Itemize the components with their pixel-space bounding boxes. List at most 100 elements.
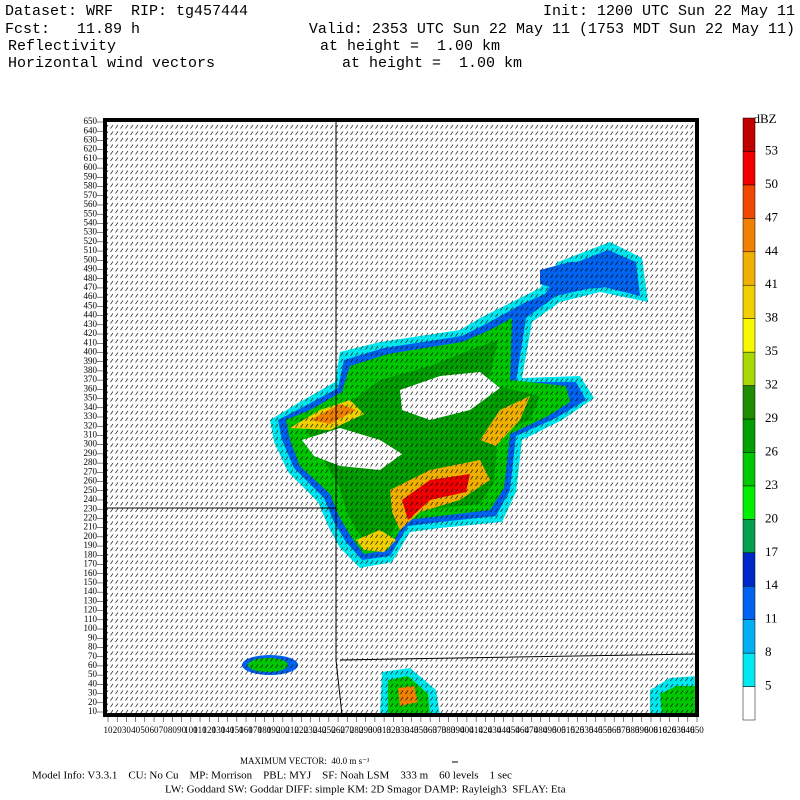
y-tick-label: 460 [84,291,98,301]
field-height: at height = 1.00 km [320,38,500,55]
x-tick-label: 90 [177,725,187,735]
y-tick-label: 160 [84,568,98,578]
colorbar-swatch [742,686,756,721]
y-tick-label: 250 [84,485,98,495]
y-tick-label: 390 [84,356,98,366]
y-tick-label: 300 [84,439,98,449]
x-tick-label: 330 [396,725,410,735]
x-tick-label: 60 [150,725,160,735]
y-tick-label: 190 [84,540,98,550]
colorbar-swatch [742,284,756,319]
y-tick-label: 330 [84,411,98,421]
x-tick-label: 160 [239,725,253,735]
y-tick-label: 620 [84,144,98,154]
colorbar-swatch [742,117,756,152]
x-tick-label: 540 [589,725,603,735]
y-tick-label: 550 [84,208,98,218]
y-tick-label: 470 [84,282,98,292]
colorbar-label: 50 [765,176,778,191]
colorbar-label: 38 [765,310,778,325]
x-tick-label: 10 [104,725,114,735]
y-tick-label: 80 [88,642,98,652]
plot-frame [103,118,699,717]
y-tick-label: 200 [84,531,98,541]
x-tick-label: 610 [653,725,667,735]
x-tick-label: 310 [377,725,391,735]
x-tick-label: 40 [131,725,141,735]
x-tick-label: 320 [387,725,401,735]
y-tick-label: 430 [84,319,98,329]
y-tick-label: 640 [84,125,98,135]
x-tick-label: 340 [405,725,419,735]
colorbar-label: 29 [765,410,778,425]
x-tick-label: 580 [626,725,640,735]
y-tick-label: 260 [84,476,98,486]
colorbar-label: 14 [765,577,779,592]
x-tick-label: 440 [497,725,511,735]
y-tick-label: 180 [84,549,98,559]
colorbar-swatch [742,318,756,353]
colorbar-swatch [742,619,756,654]
colorbar-label: 23 [765,477,778,492]
field-name: Reflectivity [8,38,116,55]
colorbar-swatch [742,585,756,620]
x-tick-label: 50 [140,725,150,735]
y-tick-label: 490 [84,264,98,274]
x-tick-label: 380 [442,725,456,735]
x-tick-label: 20 [113,725,123,735]
x-tick-label: 260 [331,725,345,735]
y-tick-label: 420 [84,328,98,338]
valid-time: Valid: 2353 UTC Sun 22 May 11 (1753 MDT … [309,21,795,38]
y-tick-label: 90 [88,632,98,642]
x-tick-label: 400 [460,725,474,735]
y-tick-label: 230 [84,503,98,513]
x-tick-label: 630 [672,725,686,735]
x-tick-label: 70 [159,725,169,735]
colorbar-label: 11 [765,611,778,626]
x-tick-label: 120 [202,725,216,735]
colorbar-swatch [742,385,756,420]
x-tick-label: 220 [295,725,309,735]
y-tick-label: 50 [88,669,98,679]
y-tick-label: 590 [84,171,98,181]
colorbar-swatch [742,552,756,587]
x-tick-label: 530 [580,725,594,735]
y-tick-label: 140 [84,586,98,596]
colorbar-label: 8 [765,644,772,659]
y-tick-label: 540 [84,217,98,227]
y-tick-label: 510 [84,245,98,255]
y-tick-label: 560 [84,199,98,209]
y-tick-label: 40 [88,678,98,688]
colorbar-swatch [742,218,756,253]
x-tick-label: 300 [368,725,382,735]
y-tick-label: 240 [84,494,98,504]
x-tick-label: 600 [644,725,658,735]
x-tick-label: 280 [350,725,364,735]
y-tick-label: 350 [84,393,98,403]
colorbar-label: 20 [765,510,778,525]
colorbar-swatch [742,452,756,487]
colorbar-label: 44 [765,243,779,258]
y-tick-label: 360 [84,383,98,393]
colorbar-label: 32 [765,377,778,392]
x-tick-label: 500 [552,725,566,735]
x-tick-label: 250 [322,725,336,735]
y-tick-label: 610 [84,153,98,163]
x-tick-label: 360 [423,725,437,735]
y-tick-label: 170 [84,559,98,569]
y-tick-label: 280 [84,457,98,467]
physics-info: LW: Goddard SW: Goddar DIFF: simple KM: … [165,784,566,796]
x-tick-label: 80 [168,725,178,735]
x-tick-label: 230 [304,725,318,735]
x-tick-label: 640 [681,725,695,735]
x-tick-label: 190 [267,725,281,735]
x-tick-label: 180 [258,725,272,735]
colorbar-swatch [742,251,756,286]
y-tick-label: 380 [84,365,98,375]
y-tick-label: 570 [84,190,98,200]
x-tick-label: 290 [359,725,373,735]
x-tick-label: 30 [122,725,132,735]
x-tick-label: 370 [433,725,447,735]
x-tick-label: 240 [313,725,327,735]
